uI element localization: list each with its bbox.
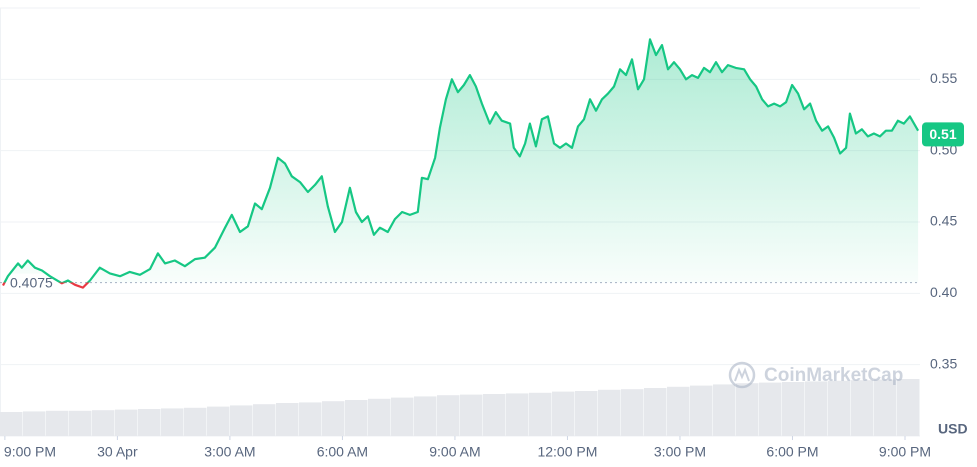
volume-bar: [0, 412, 23, 436]
current-price-label: 0.51: [929, 126, 956, 142]
volume-bar: [299, 402, 322, 436]
volume-bar: [690, 385, 713, 436]
x-tick-label: 9:00 AM: [429, 444, 480, 460]
volume-bar: [368, 398, 391, 436]
x-tick-label: 3:00 PM: [654, 444, 706, 460]
y-tick-label: 0.40: [930, 284, 957, 300]
volume-bar: [391, 397, 414, 436]
volume-bar: [184, 407, 207, 436]
x-tick-label: 30 Apr: [97, 444, 138, 460]
baseline-label-bg: [4, 273, 60, 292]
watermark-logo-mark: [734, 367, 750, 382]
volume-bar: [69, 410, 92, 436]
volume-bar: [345, 400, 368, 436]
volume-bar: [115, 409, 138, 436]
volume-bar: [828, 380, 851, 436]
y-tick-label: 0.55: [930, 70, 957, 86]
current-price-tag: [922, 122, 964, 147]
volume-bar: [138, 409, 161, 436]
volume-bar: [506, 393, 529, 436]
volume-bar: [644, 388, 667, 436]
volume-bar: [805, 381, 828, 436]
x-tick-label: 3:00 AM: [204, 444, 255, 460]
volume-bar: [92, 410, 115, 436]
volume-bar: [529, 392, 552, 436]
volume-bar: [276, 403, 299, 436]
volume-bar: [713, 384, 736, 436]
x-tick-label: 6:00 PM: [766, 444, 818, 460]
x-tick-label: 9:00 PM: [4, 444, 56, 460]
x-tick-label: 6:00 AM: [317, 444, 368, 460]
volume-bar: [598, 389, 621, 436]
price-area: [3, 39, 919, 288]
volume-bar: [437, 395, 460, 436]
volume-bar: [736, 383, 759, 436]
volume-bar: [322, 401, 345, 436]
volume-bar: [253, 404, 276, 436]
volume-bar: [575, 391, 598, 436]
baseline-label: 0.4075: [10, 274, 53, 290]
volume-bar: [23, 411, 46, 436]
volume-bar: [667, 386, 690, 436]
volume-bar: [782, 382, 805, 436]
volume-bar: [483, 394, 506, 436]
y-tick-label: 0.45: [930, 213, 957, 229]
watermark: CoinMarketCap: [728, 361, 903, 389]
volume-bar: [851, 380, 874, 436]
volume-bar: [230, 405, 253, 436]
volume-bar: [460, 394, 483, 436]
volume-bar: [207, 406, 230, 436]
volume-bar: [621, 389, 644, 436]
volume-bar: [874, 379, 897, 436]
x-tick-label: 9:00 PM: [879, 444, 931, 460]
price-line: [2, 38, 920, 289]
volume-bar: [46, 410, 69, 436]
y-tick-label: 0.35: [930, 355, 957, 371]
watermark-logo: [728, 361, 756, 389]
x-tick-label: 12:00 PM: [537, 444, 597, 460]
volume-bar: [897, 379, 920, 436]
volume-bar: [552, 391, 575, 436]
volume-bar: [414, 396, 437, 436]
watermark-text: CoinMarketCap: [764, 365, 903, 386]
volume-bar: [759, 382, 782, 436]
volume-bar: [161, 408, 184, 436]
currency-label: USD: [938, 421, 968, 437]
